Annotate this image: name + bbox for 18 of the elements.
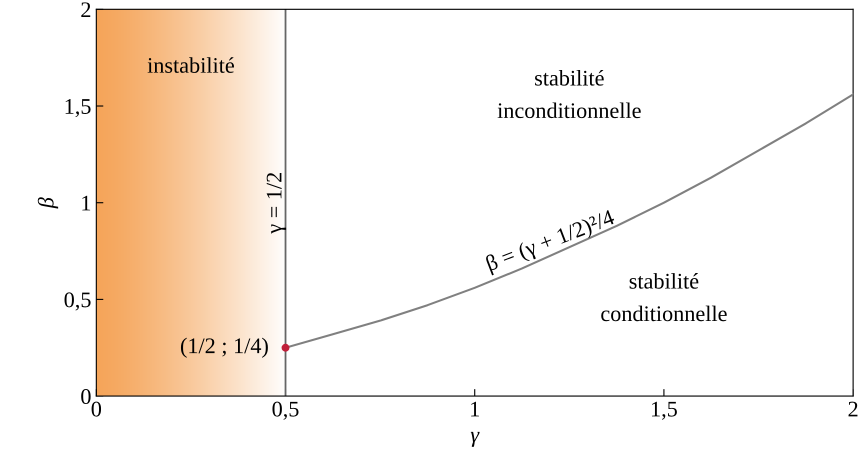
annotation: stabilité conditionnelle [601,273,727,322]
x-axis-title: γ [470,432,480,447]
x-tick-label: 1 [471,402,479,416]
band-label: instabilité [148,57,234,73]
annotation: stabilité inconditionnelle [498,70,641,118]
y-tick-label: 2 [81,2,90,18]
x-tick-label: 1,5 [652,402,677,420]
y-tick-label: 0 [81,389,91,404]
y-axis-title: β [38,197,58,209]
ref-line-label: γ = 1/2 [266,173,286,234]
annotation: (1/2 ; 1/4) [180,338,268,358]
x-tick-label: 0,5 [272,402,299,420]
y-tick-label: 1 [82,196,90,210]
annotation: β = (γ + 1/2)²/4 [484,208,618,276]
y-tick-label: 1,5 [66,99,91,118]
x-tick-label: 0 [92,402,102,417]
x-tick-label: 2 [848,402,858,416]
y-tick-label: 0,5 [64,292,91,311]
